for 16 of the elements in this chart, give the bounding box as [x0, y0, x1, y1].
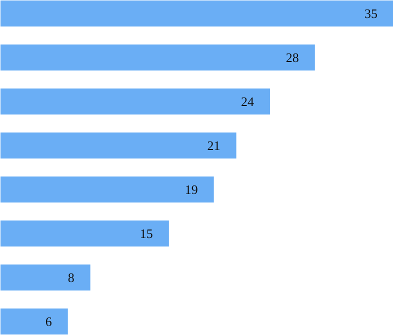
- bar: [0, 0, 393, 26]
- bar: [0, 220, 169, 246]
- data-label: 15: [140, 226, 153, 241]
- bar: [0, 264, 90, 290]
- bar: [0, 132, 236, 158]
- data-label: 24: [240, 94, 254, 109]
- bar: [0, 88, 270, 114]
- data-label: 35: [364, 6, 378, 21]
- data-label: 21: [207, 138, 220, 153]
- data-label: 28: [286, 50, 299, 65]
- bar: [0, 44, 315, 70]
- bar: [0, 308, 68, 334]
- data-label: 6: [45, 314, 52, 329]
- data-label: 19: [184, 182, 198, 197]
- data-label: 8: [68, 270, 74, 285]
- bar: [0, 176, 214, 202]
